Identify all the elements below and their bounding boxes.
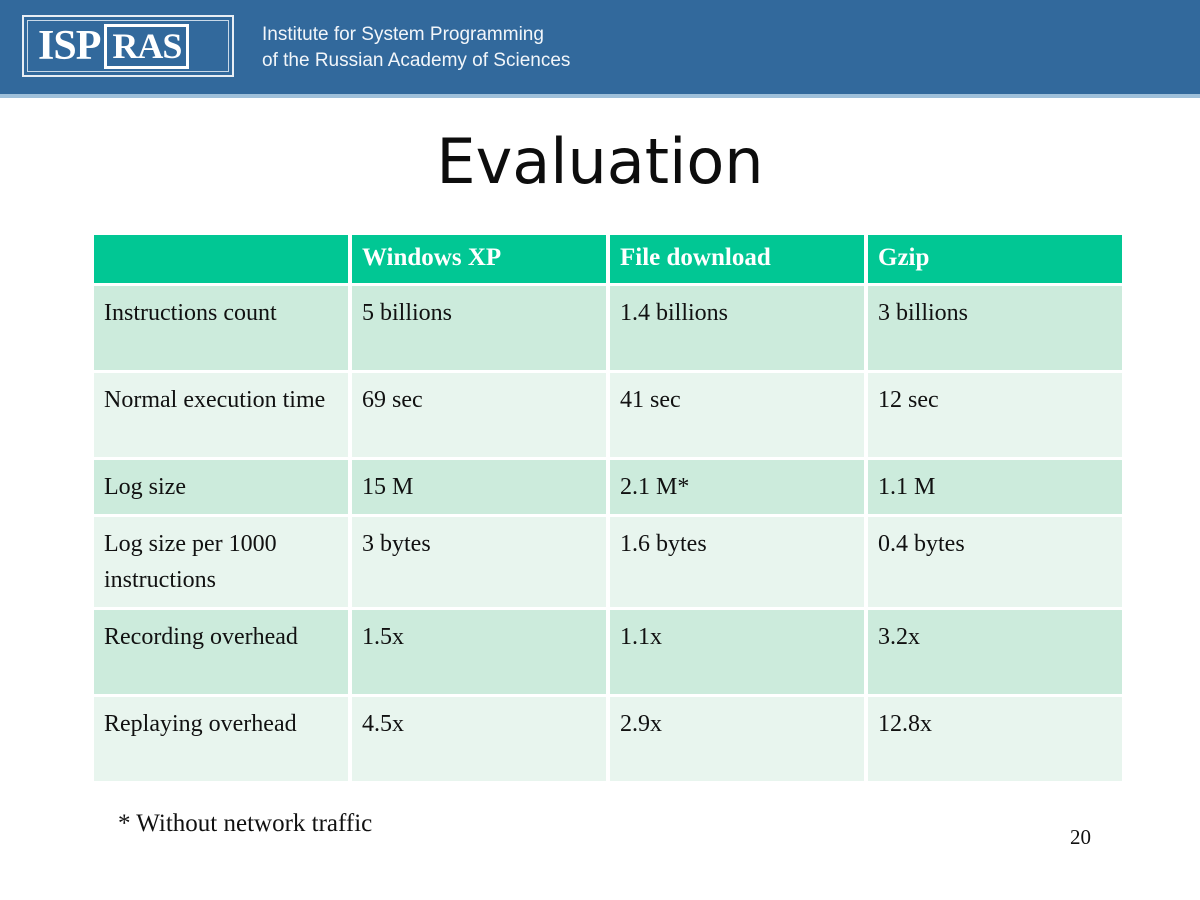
table-row: Recording overhead 1.5x 1.1x 3.2x [94, 610, 1122, 694]
row-label: Instructions count [94, 286, 348, 370]
row-label: Log size [94, 460, 348, 514]
row-cell: 3 bytes [352, 517, 606, 607]
table-header-windows-xp: Windows XP [352, 235, 606, 283]
row-cell: 0.4 bytes [868, 517, 1122, 607]
header-banner-underline [0, 94, 1200, 98]
row-cell: 1.5x [352, 610, 606, 694]
logo-inner-frame: ISP RAS [27, 20, 229, 72]
row-label: Normal execution time [94, 373, 348, 457]
row-label: Replaying overhead [94, 697, 348, 781]
row-cell: 2.1 M* [610, 460, 864, 514]
logo-isp-text: ISP [38, 23, 101, 69]
row-cell: 3 billions [868, 286, 1122, 370]
row-cell: 1.4 billions [610, 286, 864, 370]
table-header-row: Windows XP File download Gzip [94, 235, 1122, 283]
row-cell: 12.8x [868, 697, 1122, 781]
page-title: Evaluation [436, 125, 764, 198]
table-header-file-download: File download [610, 235, 864, 283]
table-row: Log size 15 M 2.1 M* 1.1 M [94, 460, 1122, 514]
table-header-gzip: Gzip [868, 235, 1122, 283]
page-number: 20 [1070, 825, 1091, 849]
row-cell: 5 billions [352, 286, 606, 370]
organization-name: Institute for System Programming of the … [262, 24, 571, 71]
row-cell: 4.5x [352, 697, 606, 781]
logo-ras-text: RAS [104, 23, 190, 69]
row-cell: 12 sec [868, 373, 1122, 457]
row-cell: 69 sec [352, 373, 606, 457]
table-row: Instructions count 5 billions 1.4 billio… [94, 286, 1122, 370]
table-row: Log size per 1000 instructions 3 bytes 1… [94, 517, 1122, 607]
ispras-logo: ISP RAS [22, 15, 234, 77]
row-cell: 1.6 bytes [610, 517, 864, 607]
row-label: Recording overhead [94, 610, 348, 694]
table-header-corner [94, 235, 348, 283]
row-cell: 2.9x [610, 697, 864, 781]
row-cell: 41 sec [610, 373, 864, 457]
footnote: * Without network traffic [118, 810, 373, 837]
row-cell: 1.1x [610, 610, 864, 694]
row-label: Log size per 1000 instructions [94, 517, 348, 607]
row-cell: 15 M [352, 460, 606, 514]
row-cell: 1.1 M [868, 460, 1122, 514]
table-row: Normal execution time 69 sec 41 sec 12 s… [94, 373, 1122, 457]
table-row: Replaying overhead 4.5x 2.9x 12.8x [94, 697, 1122, 781]
row-cell: 3.2x [868, 610, 1122, 694]
evaluation-table: Windows XP File download Gzip Instructio… [90, 232, 1126, 784]
